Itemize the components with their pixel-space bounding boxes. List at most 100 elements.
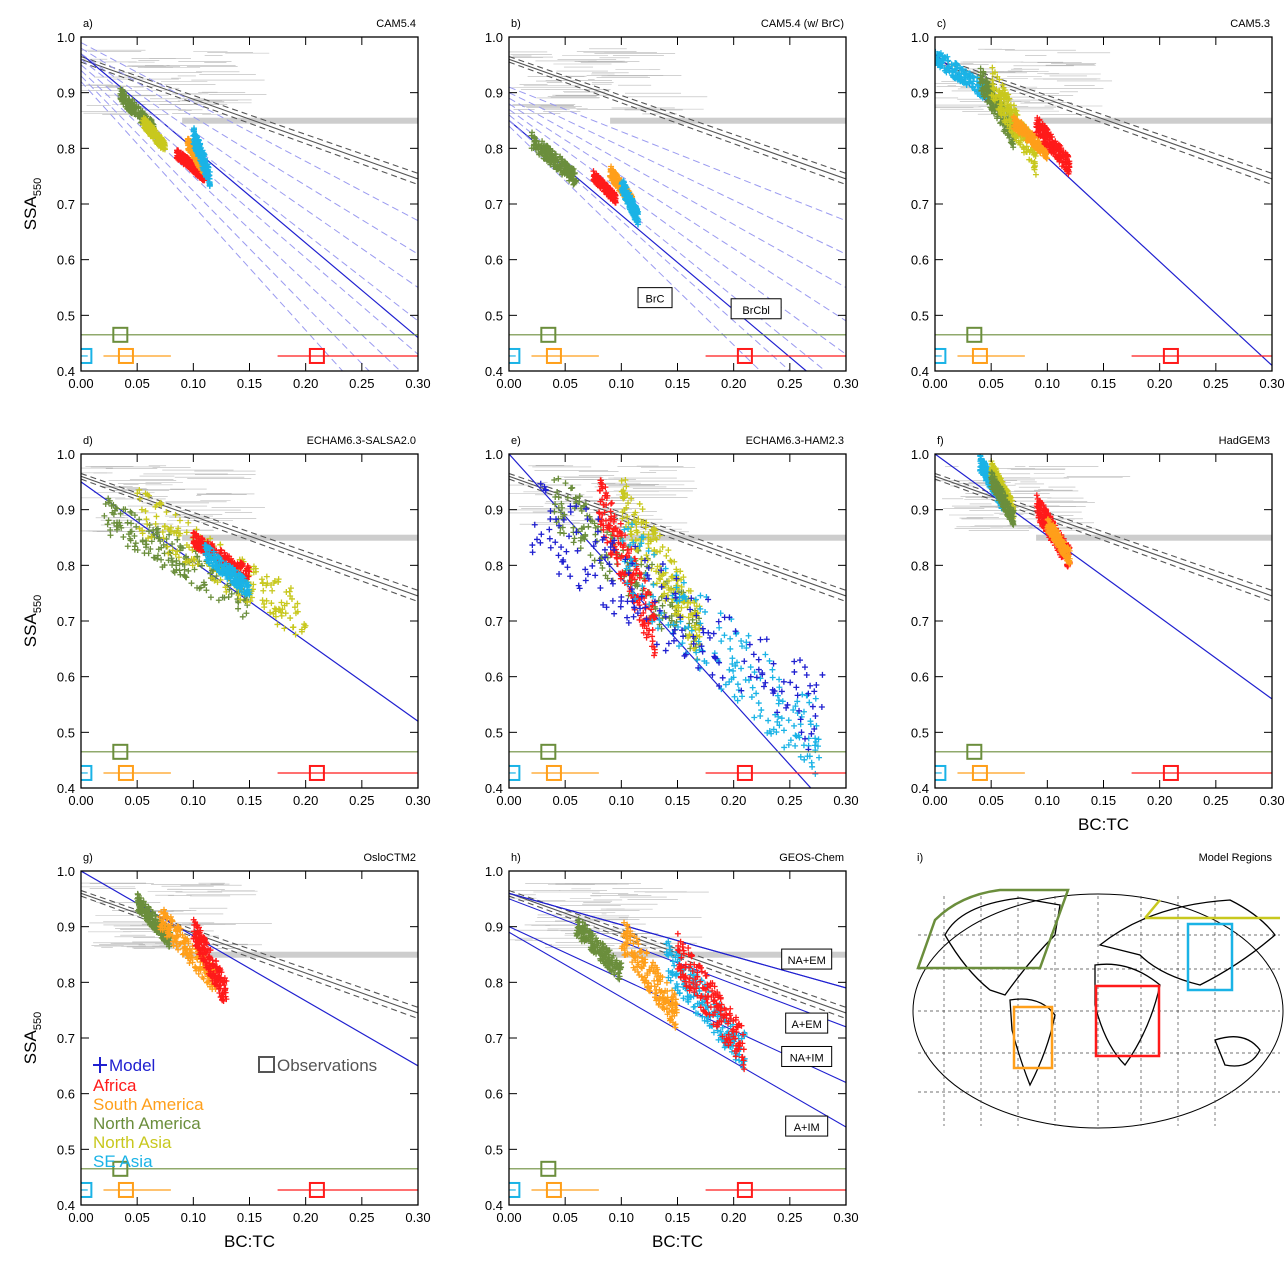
y-tick-label: 0.7: [911, 197, 929, 212]
data-point: [252, 565, 259, 572]
data-point: [778, 715, 785, 722]
data-point: [694, 656, 701, 663]
data-point: [608, 577, 615, 584]
data-point: [188, 580, 195, 587]
data-point: [172, 511, 179, 518]
data-point: [634, 610, 641, 617]
data-point: [610, 191, 617, 198]
data-point: [738, 665, 745, 672]
data-point: [791, 722, 798, 729]
data-point: [652, 598, 659, 605]
data-point: [743, 644, 750, 651]
data-point: [294, 608, 301, 615]
data-point: [1007, 108, 1014, 115]
data-point: [670, 630, 677, 637]
panel-letter: a): [83, 18, 93, 30]
obs-box: [117, 347, 134, 364]
data-point: [190, 540, 197, 547]
data-point: [734, 697, 741, 704]
data-point: [560, 558, 567, 565]
data-point: [712, 655, 719, 662]
data-point: [632, 562, 639, 569]
panel-title: CAM5.4: [376, 18, 416, 30]
data-point: [653, 580, 660, 587]
x-tick-label: 0.15: [1091, 376, 1116, 391]
data-point: [1001, 98, 1008, 105]
data-point: [555, 504, 562, 511]
data-point: [792, 703, 799, 710]
data-point: [156, 534, 163, 541]
y-tick-label: 0.4: [57, 781, 75, 796]
data-point: [808, 730, 815, 737]
data-point: [962, 76, 969, 83]
data-point: [105, 517, 112, 524]
data-point: [996, 76, 1003, 83]
obs-fit-line: [935, 58, 1272, 180]
data-point: [631, 511, 638, 518]
y-tick-label: 0.5: [485, 725, 503, 740]
data-point: [592, 572, 599, 579]
data-point: [696, 626, 703, 633]
x-tick-label: 0.00: [496, 376, 521, 391]
data-point: [104, 521, 111, 528]
data-point: [584, 516, 591, 523]
data-point: [575, 582, 582, 589]
data-point: [791, 668, 798, 675]
data-point: [979, 72, 986, 79]
data-point: [812, 712, 819, 719]
data-point: [564, 564, 571, 571]
data-point: [1052, 153, 1059, 160]
data-point: [166, 549, 173, 556]
data-point: [201, 542, 208, 549]
data-point: [617, 570, 624, 577]
data-point: [952, 69, 959, 76]
data-point: [751, 714, 758, 721]
data-point: [776, 676, 783, 683]
model-spread-line: [81, 47, 418, 255]
data-point: [727, 645, 734, 652]
model-spread-line: [509, 125, 762, 371]
data-point: [185, 567, 192, 574]
data-point: [176, 560, 183, 567]
data-point: [721, 632, 728, 639]
y-tick-label: 0.8: [57, 141, 75, 156]
data-point: [117, 90, 124, 97]
data-point: [551, 150, 558, 157]
y-tick-label: 0.9: [57, 503, 75, 518]
data-point: [780, 727, 787, 734]
data-point: [603, 191, 610, 198]
obs-box: [540, 743, 557, 760]
data-point: [768, 730, 775, 737]
data-point: [1029, 130, 1036, 137]
data-point: [260, 587, 267, 594]
data-point: [570, 165, 577, 172]
data-point: [570, 539, 577, 546]
data-point: [609, 580, 616, 587]
data-point: [142, 116, 149, 123]
x-tick-label: 0.00: [922, 376, 947, 391]
data-point: [159, 144, 166, 151]
obs-box: [509, 347, 521, 364]
data-point: [160, 138, 167, 145]
data-point: [785, 717, 792, 724]
data-point: [609, 195, 616, 202]
data-point: [1000, 128, 1007, 135]
y-tick-label: 1.0: [57, 30, 75, 45]
y-tick-label: 0.4: [57, 364, 75, 379]
data-point: [676, 643, 683, 650]
data-point: [759, 669, 766, 676]
plot-frame: [80, 36, 419, 372]
data-point: [687, 606, 694, 613]
data-point: [226, 586, 233, 593]
data-point: [648, 606, 655, 613]
data-point: [1033, 121, 1040, 128]
data-point: [617, 603, 624, 610]
y-tick-label: 0.8: [485, 141, 503, 156]
data-point: [749, 684, 756, 691]
data-point: [652, 605, 659, 612]
data-point: [184, 139, 191, 146]
x-tick-label: 0.20: [721, 376, 746, 391]
data-point: [563, 548, 570, 555]
data-point: [258, 576, 265, 583]
data-point: [136, 516, 143, 523]
